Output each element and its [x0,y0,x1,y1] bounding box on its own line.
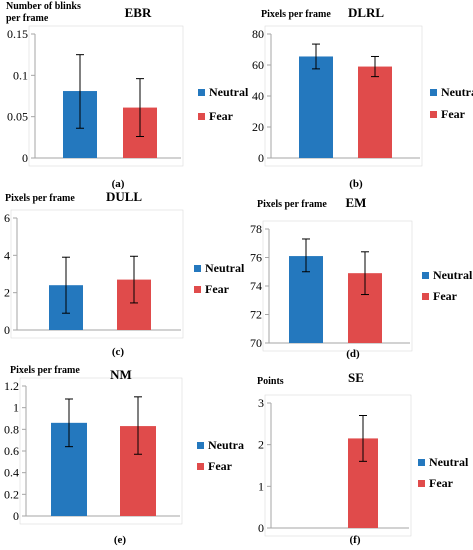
y-tick-label: 2 [4,286,10,300]
legend-label: Neutral [205,261,245,275]
y-tick-label: 0.6 [4,444,19,458]
y-tick-label: 20 [252,120,264,134]
legend-swatch [194,286,201,293]
y-tick-label: 70 [250,336,262,350]
legend-label: Fear [433,289,458,303]
y-tick-label: 40 [252,89,264,103]
panel-label: (d) [346,348,360,360]
y-axis-label: Pixels per frame [257,199,327,210]
plot-frame [10,209,184,339]
legend-label: Fear [208,459,233,473]
chart-title: EBR [125,5,152,20]
legend-swatch [194,265,201,272]
y-tick-label: 80 [252,27,264,41]
y-axis-label: Pixels per frame [261,9,331,20]
y-tick-label: 2 [258,438,264,452]
legend-swatch [418,480,425,487]
legend-swatch [422,293,429,300]
y-tick-label: 1 [258,479,264,493]
y-tick-label: 72 [250,308,262,322]
chart-panel-4: 70 72 74 76 78 Pixels per frame EM Neutral Fear (… [250,195,473,360]
legend-label: Neutra [208,438,244,452]
legend-swatch [198,113,205,120]
y-tick-label: 6 [4,211,10,225]
y-axis-label: per frame [6,13,49,24]
panel-label: (f) [350,534,361,546]
chart-panel-6: 0 1 2 3 Points SE Neutral Fear (f) [257,370,469,546]
legend-label: Fear [209,109,234,123]
legend-label: Neutral [429,455,469,469]
legend-swatch [430,89,437,96]
legend-label: Fear [205,282,230,296]
panel-label: (a) [112,178,125,190]
legend-swatch [197,463,204,470]
legend-swatch [430,111,437,118]
legend-label: Neutral [433,268,473,282]
plot-frame [262,220,413,352]
y-tick-label: 0 [13,509,19,523]
y-tick-label: 1 [13,401,19,415]
legend-swatch [418,459,425,466]
y-tick-label: 3 [258,396,264,410]
chart-title: SE [348,370,364,385]
bar-fear [358,66,392,158]
panel-label: (b) [349,178,363,190]
chart-title: NM [110,367,132,382]
chart-title: DULL [106,189,142,204]
y-axis-label: Pixels per frame [5,193,75,204]
y-tick-label: 0.05 [7,110,28,124]
y-tick-label: 76 [250,251,262,265]
y-tick-label: 0 [4,323,10,337]
y-tick-label: 0 [22,151,28,165]
y-tick-label: 60 [252,58,264,72]
plot-frame [264,25,423,167]
y-tick-label: 0 [258,521,264,535]
chart-panel-2: 0 20 40 60 80 Pixels per frame DLRL Neutra Fear (… [252,5,473,190]
chart-panel-5: 0 0.2 0.4 0.6 0.8 1 1.2 Pixels per frame NM Neutr… [4,365,244,546]
chart-title: EM [346,195,367,210]
plot-frame [28,25,184,167]
y-tick-label: 78 [250,222,262,236]
y-axis-label: Pixels per frame [10,365,80,376]
legend-label: Neutra [441,85,473,99]
legend-swatch [197,442,204,449]
y-tick-label: 4 [4,248,10,262]
legend-swatch [198,89,205,96]
chart-panel-3: 0 2 4 6 Pixels per frame DULL Neutral Fear (c) [4,189,245,358]
bar-neutra [299,56,333,158]
y-tick-label: 1.2 [4,379,19,393]
y-tick-label: 0 [258,151,264,165]
panel-label: (e) [114,534,127,546]
panel-label: (c) [112,346,125,358]
legend-swatch [422,272,429,279]
y-axis-label: Number of blinks [6,1,81,12]
y-tick-label: 0.2 [4,487,19,501]
legend-label: Neutral [209,85,249,99]
y-tick-label: 0.8 [4,422,19,436]
legend-label: Fear [429,476,454,490]
chart-title: DLRL [348,5,384,20]
y-tick-label: 0.4 [4,466,19,480]
y-tick-label: 74 [250,279,262,293]
y-axis-label: Points [257,376,284,387]
plot-frame [19,377,183,525]
y-tick-label: 0.1 [13,68,28,82]
legend-label: Fear [441,107,466,121]
plot-frame [264,394,412,537]
y-tick-label: 0.15 [7,27,28,41]
